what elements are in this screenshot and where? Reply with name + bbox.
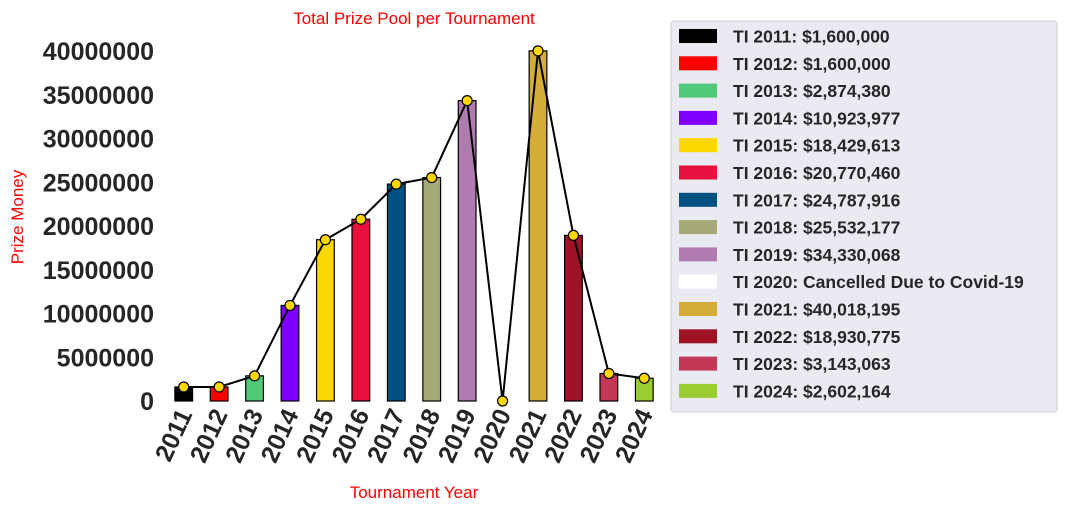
line-marker-2014 (284, 299, 296, 312)
y-tick-label: 5000000 (57, 344, 154, 372)
legend-swatch (679, 29, 717, 43)
y-tick-label: 30000000 (43, 126, 154, 154)
x-tick-labels: 2011201220132014201520162017201820192020… (150, 405, 659, 467)
bar-2018 (422, 176, 442, 402)
bars (174, 50, 654, 402)
line-marker-2013 (248, 370, 261, 382)
line-marker-2021 (532, 45, 544, 57)
y-tick-label: 40000000 (43, 38, 154, 66)
legend-swatch (679, 165, 717, 180)
chart-title: Total Prize Pool per Tournament (293, 9, 535, 28)
y-tick-label: 20000000 (43, 213, 154, 241)
bar-2016 (351, 218, 371, 402)
legend-label: TI 2023: $3,143,063 (733, 354, 891, 374)
legend-swatch (679, 110, 717, 125)
line-marker-2024 (638, 372, 650, 384)
line-marker-2023 (603, 367, 615, 380)
y-tick-label: 0 (140, 388, 154, 416)
line-marker-2018 (426, 171, 438, 184)
legend-label: TI 2024: $2,602,164 (733, 381, 891, 401)
legend-swatch (679, 356, 717, 371)
y-tick-label: 10000000 (43, 301, 154, 329)
legend-label: TI 2016: $20,770,460 (733, 163, 901, 183)
legend-label: TI 2012: $1,600,000 (733, 54, 891, 74)
line-marker-2016 (355, 213, 367, 225)
line-marker-2017 (390, 178, 402, 190)
y-tick-label: 35000000 (43, 82, 154, 110)
y-tick-label: 15000000 (43, 257, 154, 285)
x-axis-label: Tournament Year (350, 483, 479, 502)
legend-swatch (679, 192, 717, 207)
line-marker-2012 (213, 381, 225, 393)
line-marker-2019 (461, 95, 473, 107)
legend-label: TI 2019: $34,330,068 (733, 245, 901, 265)
legend-box (670, 20, 1058, 413)
trend-line (183, 50, 645, 402)
legend-label: TI 2015: $18,429,613 (733, 136, 901, 156)
legend-swatch (679, 83, 717, 98)
line-marker-2020 (496, 395, 509, 407)
legend-label: TI 2018: $25,532,177 (733, 218, 900, 238)
legend-swatch (679, 56, 717, 71)
legend-swatch (679, 138, 717, 153)
y-tick-labels: 0 5000000 10000000 15000000 20000000 25000000… (43, 38, 154, 416)
legend-label: TI 2013: $2,874,380 (733, 81, 891, 101)
legend-label: TI 2021: $40,018,195 (733, 300, 901, 320)
legend-swatch (679, 274, 717, 289)
legend: TI 2011: $1,600,000 TI 2012: $1,600,000 TI… (670, 20, 1058, 413)
legend-swatch (679, 247, 717, 262)
line-marker-2015 (319, 234, 332, 246)
legend-label: TI 2014: $10,923,977 (733, 108, 900, 128)
bar-2015 (315, 239, 335, 402)
legend-label: TI 2022: $18,930,775 (733, 327, 901, 347)
legend-label: TI 2011: $1,600,000 (733, 27, 890, 47)
legend-swatch (679, 302, 717, 316)
legend-swatch (679, 329, 717, 344)
legend-label: TI 2017: $24,787,916 (733, 190, 901, 210)
y-axis-label: Prize Money (8, 169, 27, 264)
legend-swatch (679, 220, 717, 235)
line-marker-2011 (178, 381, 190, 393)
overlay-line (178, 45, 650, 407)
line-marker-2022 (567, 229, 580, 241)
y-tick-label: 25000000 (43, 169, 154, 197)
legend-swatch (679, 383, 717, 398)
legend-label: TI 2020: Cancelled Due to Covid-19 (733, 272, 1024, 292)
bar-2017 (386, 183, 406, 402)
